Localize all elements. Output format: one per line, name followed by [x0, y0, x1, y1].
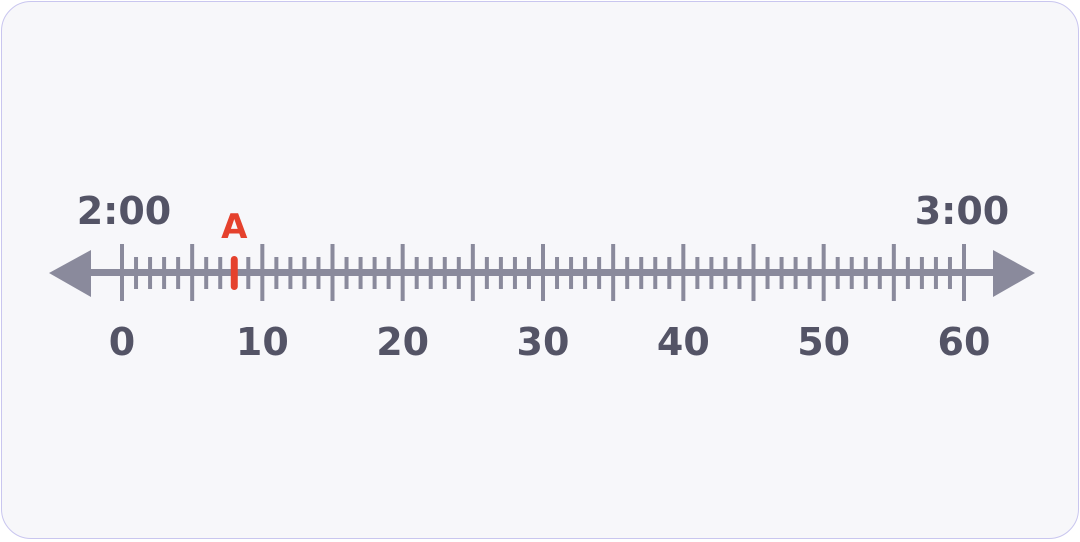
- minor-tick: [597, 257, 602, 289]
- major-tick: [891, 244, 896, 301]
- minor-tick: [162, 257, 167, 289]
- minor-tick: [877, 257, 882, 289]
- tick-label: 60: [938, 320, 991, 364]
- major-tick: [400, 244, 405, 301]
- left-arrow-icon: [49, 250, 91, 297]
- major-tick: [120, 244, 124, 301]
- minor-tick: [176, 257, 181, 289]
- minor-tick: [653, 257, 658, 289]
- minor-tick: [905, 257, 910, 289]
- major-tick: [611, 244, 616, 301]
- minor-tick: [919, 257, 924, 289]
- minor-tick: [723, 257, 728, 289]
- minor-tick: [765, 257, 770, 289]
- minor-tick: [569, 257, 574, 289]
- major-tick: [260, 244, 265, 301]
- minor-tick: [849, 257, 854, 289]
- minor-tick: [583, 257, 588, 289]
- minor-tick: [667, 257, 672, 289]
- minor-tick: [863, 257, 868, 289]
- point-a-label: A: [221, 207, 248, 247]
- minor-tick: [456, 257, 461, 289]
- minor-tick: [316, 257, 321, 289]
- major-tick: [470, 244, 475, 301]
- minor-tick: [498, 257, 503, 289]
- tick-label: 10: [236, 320, 289, 364]
- tick-label: 30: [517, 320, 570, 364]
- minor-tick: [555, 257, 560, 289]
- tick-label: 40: [657, 320, 710, 364]
- minor-tick: [625, 257, 630, 289]
- minor-tick: [134, 257, 139, 289]
- major-tick: [962, 244, 966, 301]
- tick-label: 20: [376, 320, 429, 364]
- minor-tick: [737, 257, 742, 289]
- end-time-label: 3:00: [915, 189, 1010, 233]
- minor-tick: [793, 257, 798, 289]
- major-tick: [541, 244, 545, 301]
- minor-tick: [288, 257, 293, 289]
- major-tick: [681, 244, 686, 301]
- minor-tick: [386, 257, 391, 289]
- minor-tick: [933, 257, 938, 289]
- minor-tick: [807, 257, 812, 289]
- point-a-marker: [230, 256, 238, 290]
- major-tick: [190, 244, 195, 301]
- minor-tick: [512, 257, 517, 289]
- minor-tick: [274, 257, 279, 289]
- tick-label: 0: [109, 320, 135, 364]
- minor-tick: [358, 257, 363, 289]
- minor-tick: [484, 257, 489, 289]
- tick-label: 50: [797, 320, 850, 364]
- minor-tick: [779, 257, 784, 289]
- minor-tick: [372, 257, 377, 289]
- major-tick: [751, 244, 756, 301]
- minor-tick: [947, 257, 952, 289]
- minor-tick: [218, 257, 223, 289]
- start-time-label: 2:00: [77, 189, 172, 233]
- major-tick: [330, 244, 335, 301]
- minor-tick: [709, 257, 714, 289]
- minor-tick: [148, 257, 153, 289]
- minor-tick: [344, 257, 349, 289]
- minor-tick: [442, 257, 447, 289]
- minor-tick: [835, 257, 840, 289]
- minor-tick: [302, 257, 307, 289]
- minor-tick: [695, 257, 700, 289]
- minor-tick: [428, 257, 433, 289]
- right-arrow-icon: [993, 250, 1035, 297]
- minor-tick: [414, 257, 419, 289]
- minor-tick: [526, 257, 531, 289]
- major-tick: [821, 244, 826, 301]
- minor-tick: [639, 257, 644, 289]
- minor-tick: [246, 257, 251, 289]
- minor-tick: [204, 257, 209, 289]
